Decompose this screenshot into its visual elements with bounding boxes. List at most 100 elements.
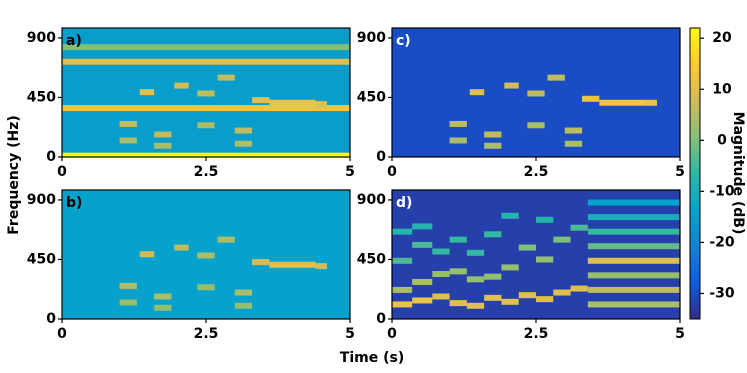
harmonic-segment [139,251,155,258]
harmonic-segment [582,95,600,102]
harmonic-segment [197,90,215,97]
y-tick-label: 0 [376,311,386,327]
harmonic-segment [449,300,467,307]
harmonic-segment [564,127,583,134]
colorbar-tick-label: -30 [709,285,735,301]
harmonic-segment [599,99,646,106]
harmonic-segment [217,236,235,243]
harmonic-segment [217,74,235,81]
harmonic-segment [432,271,450,278]
harmonic-segment [449,268,467,275]
harmonic-segment [536,296,554,303]
y-axis-label: Frequency (Hz) [6,115,22,234]
harmonic-segment [234,127,253,134]
y-tick-label: 900 [27,192,56,208]
harmonic-segment [501,212,519,219]
x-tick-label: 2.5 [524,326,549,342]
panel-label: c) [396,33,411,49]
harmonic-segment [564,140,583,147]
x-axis-label: Time (s) [340,350,404,366]
harmonic-segment [547,74,565,81]
harmonic-segment [174,244,189,251]
harmonic-segment [154,304,172,311]
harmonic-segment [392,228,413,235]
harmonic-segment [412,278,433,285]
harmonic-segment [587,286,680,293]
harmonic-segment [587,257,680,264]
harmonic-segment [154,142,172,149]
harmonic-segment [432,293,450,300]
colorbar-label: Magnitude (dB) [730,112,746,235]
x-tick-label: 5 [345,326,355,342]
harmonic-segment [518,244,536,251]
panel [62,28,350,157]
harmonic-segment [553,236,571,243]
harmonic-segment [449,236,467,243]
harmonic-segment [154,293,172,300]
harmonic-segment [484,131,502,138]
harmonic-segment [501,264,519,271]
harmonic-segment [197,252,215,259]
harmonic-segment [234,140,253,147]
x-tick-label: 0 [57,164,67,180]
harmonic-segment [62,58,350,65]
harmonic-segment [527,122,545,129]
harmonic-segment [234,302,253,309]
harmonic-segment [269,99,316,106]
harmonic-segment [466,249,485,256]
harmonic-segment [412,223,433,230]
harmonic-segment [119,137,137,144]
harmonic-segment [392,286,413,293]
panel [392,190,680,319]
harmonic-segment [119,282,137,289]
colorbar-tick-label: 0 [717,132,727,148]
harmonic-segment [469,89,485,96]
harmonic-segment [392,301,413,308]
harmonic-segment [587,301,680,308]
harmonic-segment [536,216,554,223]
panel-label: b) [66,195,82,211]
harmonic-segment [197,122,215,129]
colorbar-tick-label: 20 [712,30,732,46]
x-tick-label: 5 [675,164,685,180]
y-tick-label: 450 [27,89,56,105]
y-tick-label: 900 [357,192,386,208]
harmonic-segment [62,105,350,112]
harmonic-segment [269,261,316,268]
harmonic-segment [412,241,433,248]
x-tick-label: 0 [57,326,67,342]
harmonic-segment [587,228,680,235]
harmonic-segment [587,214,680,221]
harmonic-segment [570,224,588,231]
harmonic-segment [587,272,680,279]
harmonic-segment [252,97,270,104]
harmonic-segment [392,257,413,264]
harmonic-segment [587,199,680,206]
panel-label: d) [396,195,412,211]
harmonic-segment [527,90,545,97]
y-tick-label: 0 [46,149,56,165]
harmonic-segment [484,231,502,238]
x-tick-label: 5 [675,326,685,342]
harmonic-segment [432,248,450,255]
panel [62,190,350,319]
harmonic-segment [484,294,502,301]
colorbar [689,27,701,320]
y-tick-label: 450 [357,251,386,267]
harmonic-segment [504,82,519,89]
x-tick-label: 2.5 [194,164,219,180]
x-tick-label: 0 [387,326,397,342]
harmonic-segment [154,131,172,138]
harmonic-segment [570,285,588,292]
harmonic-segment [587,243,680,250]
x-tick-label: 0 [387,164,397,180]
harmonic-segment [536,256,554,263]
panel [392,28,680,157]
harmonic-segment [466,302,485,309]
harmonic-segment [197,284,215,291]
harmonic-segment [645,99,657,106]
x-tick-label: 2.5 [194,326,219,342]
harmonic-segment [139,89,155,96]
colorbar-tick-label: -10 [709,183,735,199]
